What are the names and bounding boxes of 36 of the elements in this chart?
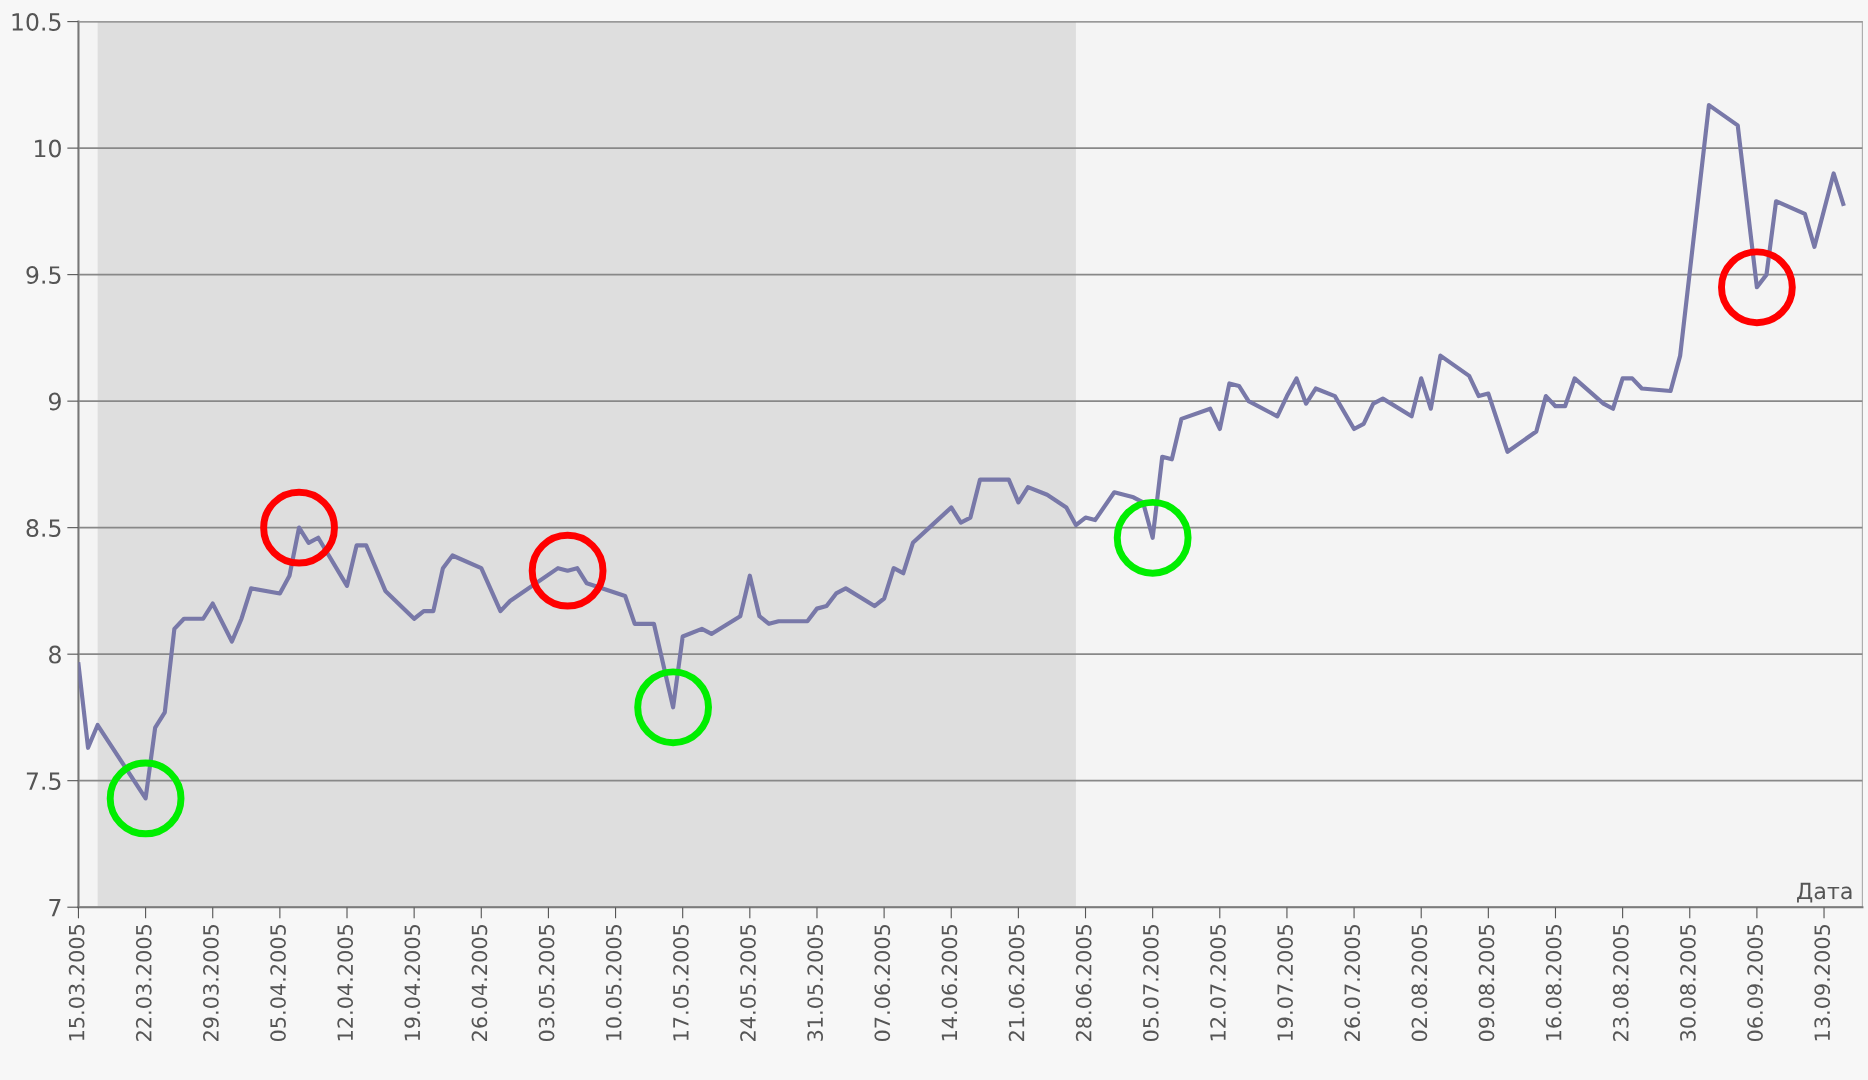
x-tick-label: 15.03.2005: [68, 924, 85, 1041]
x-tick-label: 19.07.2005: [1277, 924, 1293, 1041]
y-tick-label: 9: [48, 392, 61, 411]
x-tick-label: 26.04.2005: [471, 924, 488, 1041]
x-tick-label: 06.09.2005: [1747, 924, 1763, 1042]
y-tick-label: 7: [49, 898, 61, 917]
y-tick-label: 9.5: [26, 266, 61, 284]
x-tick-label: 05.07.2005: [1142, 924, 1159, 1042]
x-tick-label: 09.08.2005: [1478, 924, 1495, 1042]
x-tick-label: 19.04.2005: [404, 924, 421, 1041]
x-tick-label: 23.08.2005: [1612, 924, 1629, 1041]
y-tick-label: 8: [49, 645, 61, 664]
x-tick-label: 12.04.2005: [337, 924, 354, 1041]
x-tick-label: 05.04.2005: [270, 924, 286, 1042]
x-tick-label: 07.06.2005: [874, 924, 891, 1042]
x-tick-label: 28.06.2005: [1075, 924, 1092, 1041]
x-tick-label: 10.05.2005: [605, 924, 622, 1041]
x-tick-label: 21.06.2005: [1008, 924, 1025, 1041]
x-tick-label: 26.07.2005: [1344, 924, 1361, 1041]
y-tick-label: 7.5: [26, 772, 61, 790]
x-tick-label: 24.05.2005: [740, 924, 756, 1041]
x-tick-label: 16.08.2005: [1545, 924, 1562, 1041]
x-tick-label: 14.06.2005: [941, 924, 958, 1041]
x-tick-label: 12.07.2005: [1210, 924, 1226, 1041]
x-tick-label: 29.03.2005: [203, 924, 219, 1041]
x-tick-label: 30.08.2005: [1680, 924, 1696, 1041]
x-tick-label: 13.09.2005: [1814, 924, 1831, 1041]
x-axis-title: Дата: [1797, 882, 1852, 903]
x-tick-label: 22.03.2005: [135, 924, 152, 1041]
y-tick-label: 10: [35, 139, 61, 158]
y-tick-label: 8.5: [26, 519, 61, 537]
y-tick-label: 10.5: [12, 13, 61, 31]
x-tick-label: 31.05.2005: [807, 924, 824, 1041]
x-tick-label: 02.08.2005: [1411, 924, 1428, 1042]
x-tick-label: 17.05.2005: [672, 924, 689, 1041]
x-tick-label: 03.05.2005: [538, 924, 555, 1042]
